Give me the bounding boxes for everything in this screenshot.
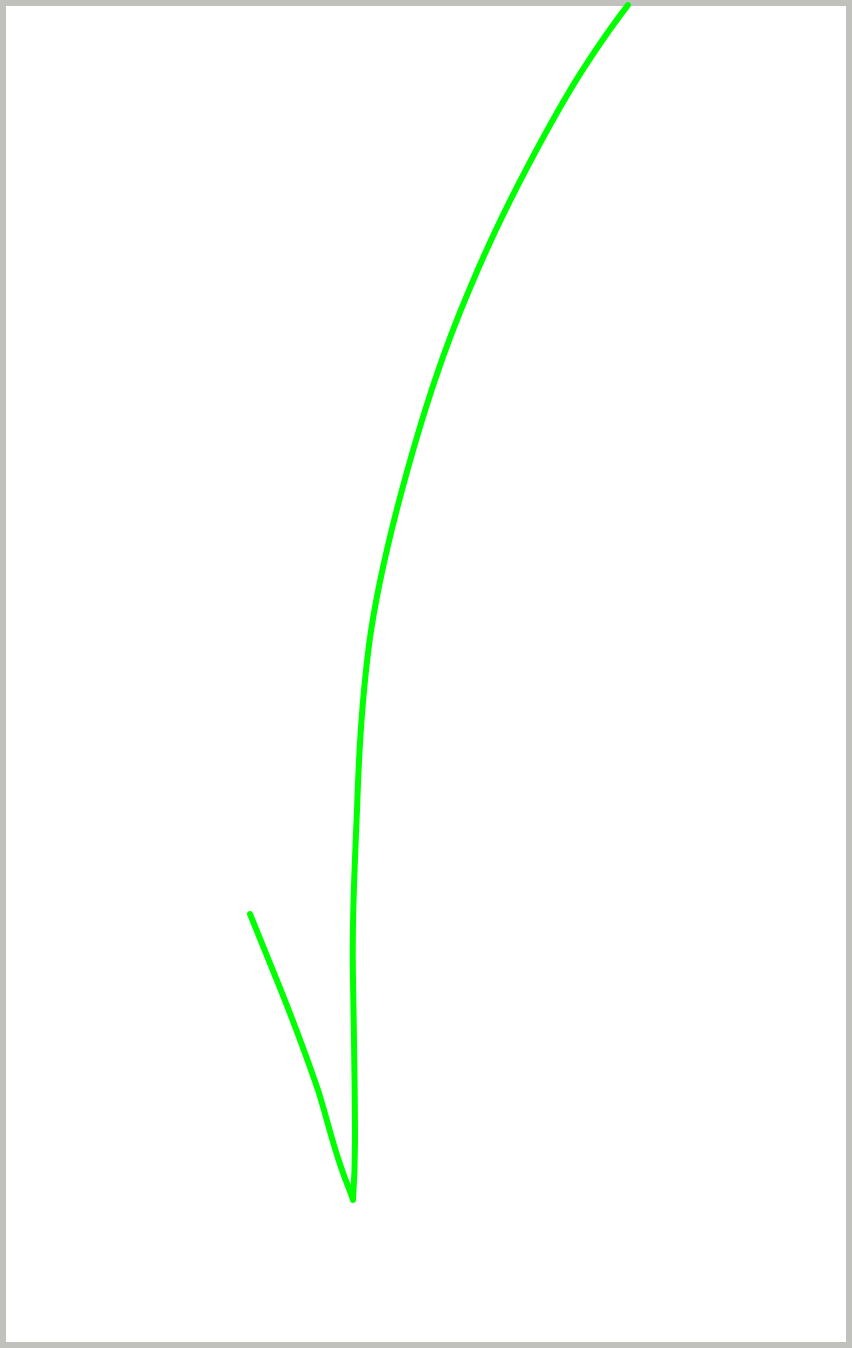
green-arrow-stroke (247, 2, 631, 1203)
